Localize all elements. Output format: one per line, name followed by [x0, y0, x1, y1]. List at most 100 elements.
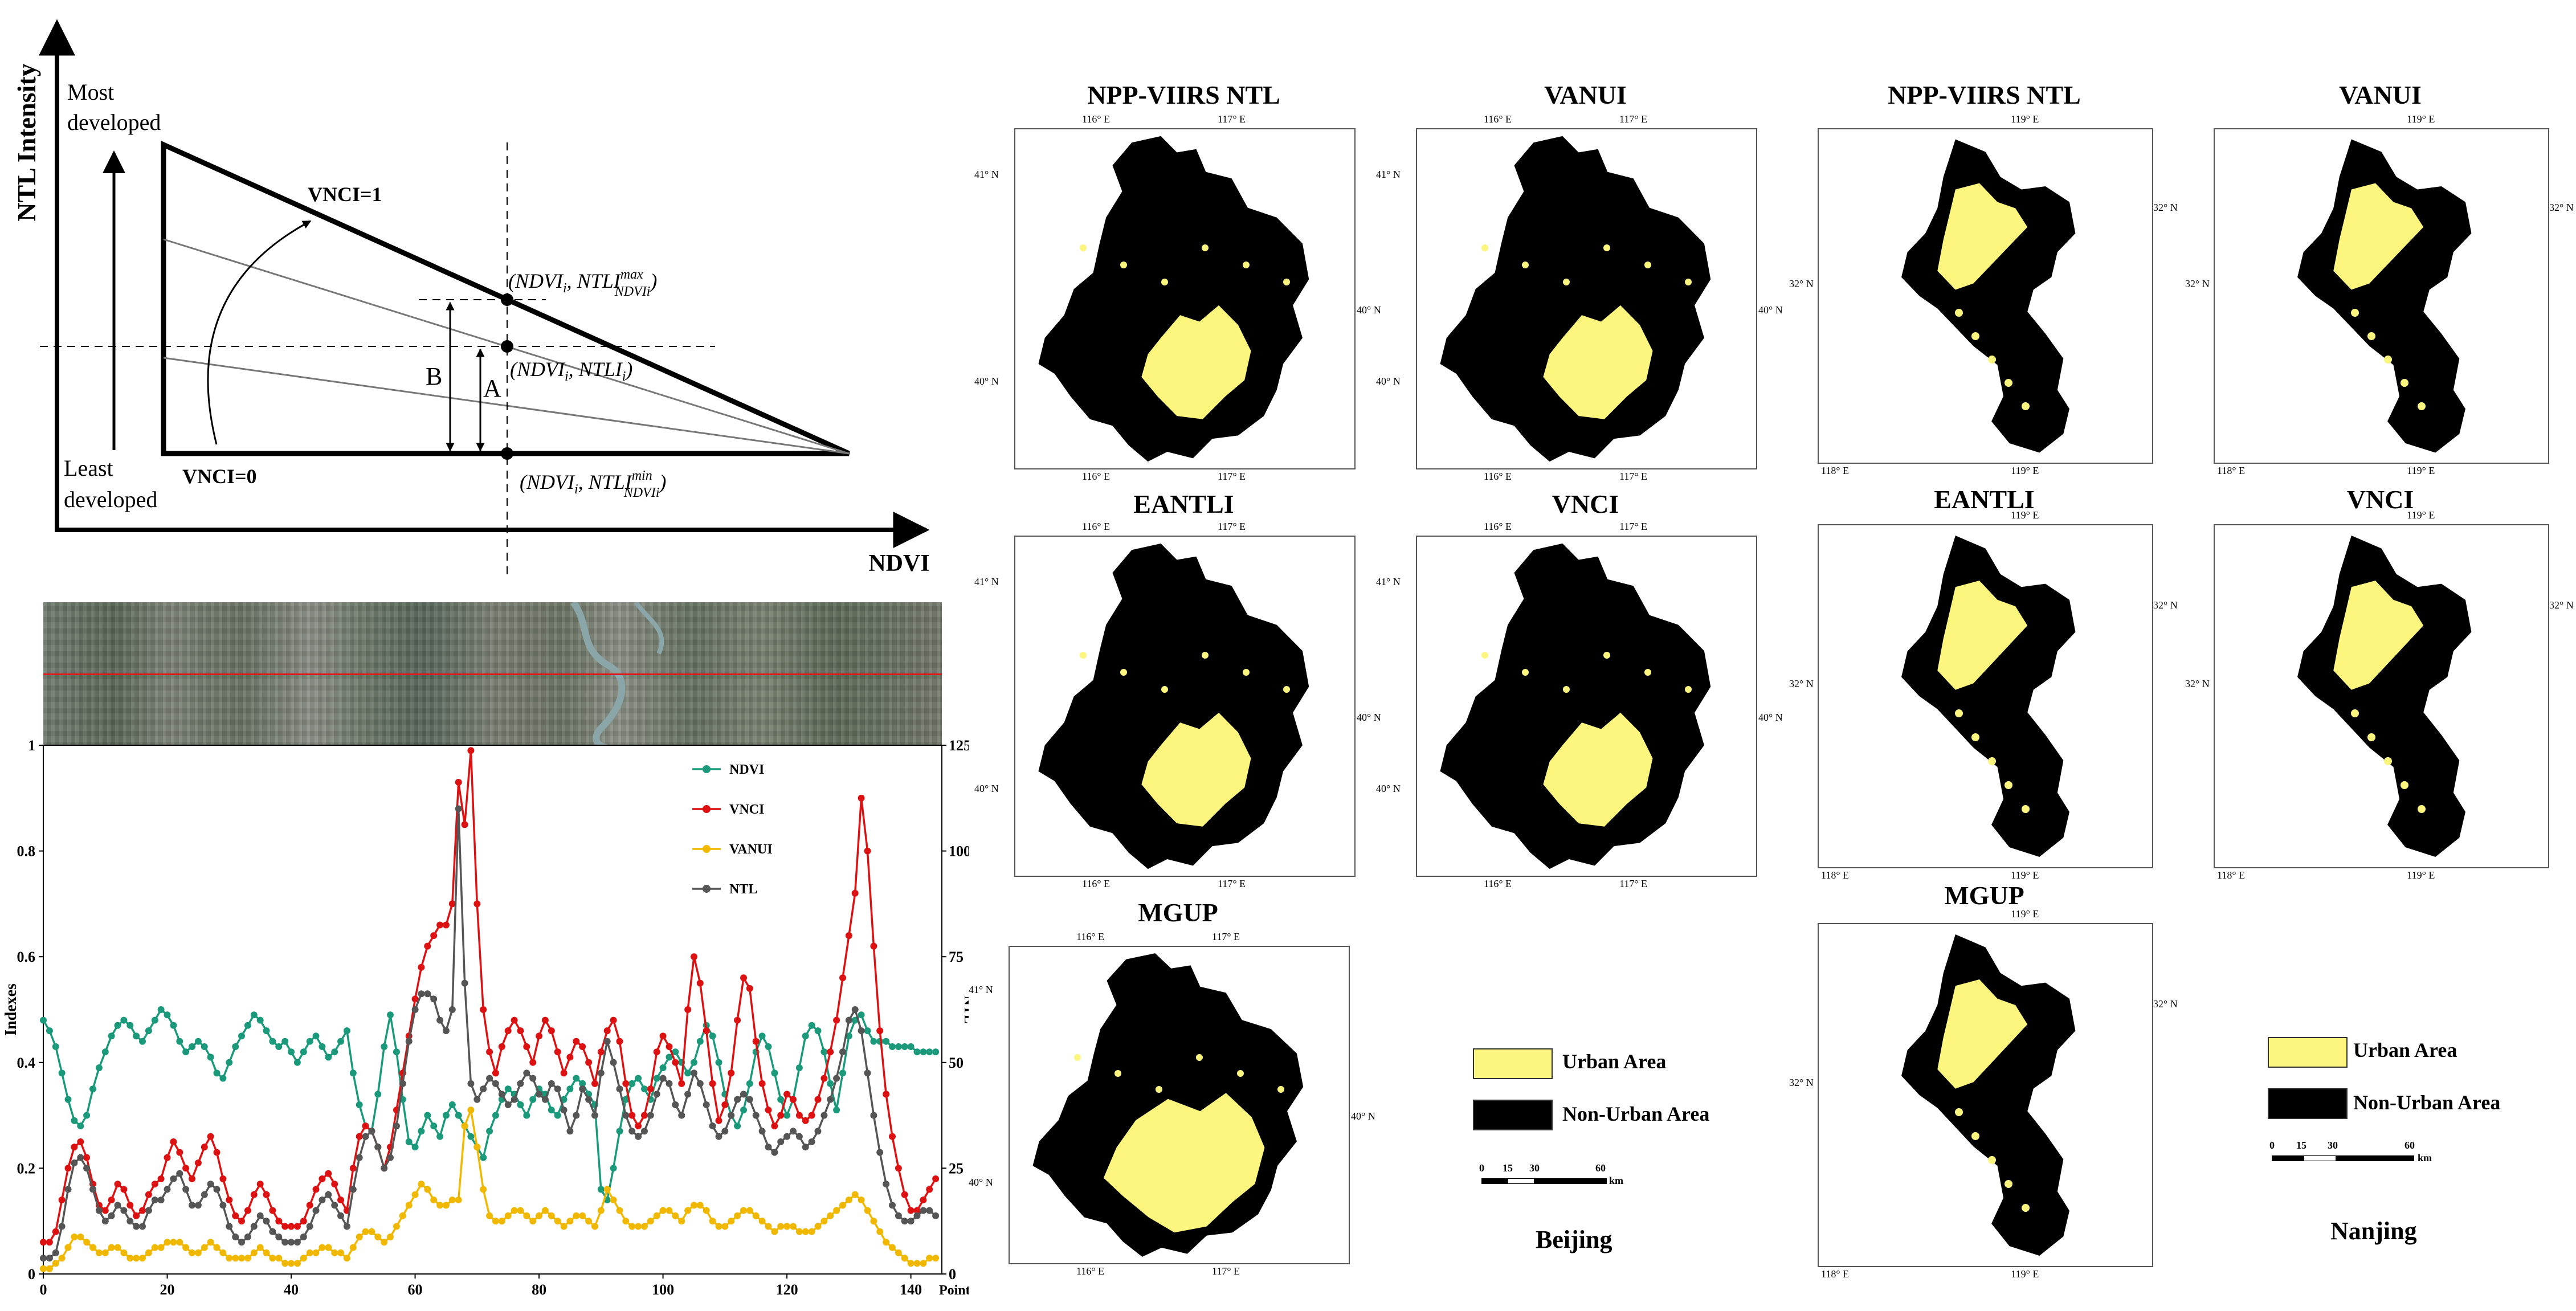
data-point-ntl	[795, 1133, 803, 1140]
y-tick-label: 0	[28, 1266, 35, 1283]
data-point-vnci	[288, 1223, 295, 1230]
map-tick-lon: 119° E	[2011, 1268, 2039, 1280]
data-point-vnci	[325, 1170, 332, 1177]
data-point-ndvi	[783, 1112, 791, 1119]
data-point-vanui	[579, 1212, 586, 1219]
data-point-ntl	[709, 1122, 716, 1130]
data-point-vanui	[603, 1186, 611, 1193]
data-point-vanui	[71, 1234, 78, 1240]
map-tick-lat: 40° N	[1758, 304, 1783, 316]
data-point-vnci	[548, 1027, 555, 1035]
data-point-vanui	[89, 1244, 96, 1251]
data-point-ndvi	[920, 1048, 927, 1056]
data-point-vnci	[827, 1048, 834, 1056]
data-point-ndvi	[411, 1143, 419, 1151]
point-min-label: (NDVIi, NTLImin NDVIi)	[520, 468, 666, 500]
data-point-ndvi	[319, 1043, 326, 1050]
data-point-ntl	[139, 1223, 146, 1230]
data-point-vanui	[864, 1207, 871, 1214]
data-point-vanui	[591, 1223, 598, 1230]
map-tick-lon: 119° E	[2407, 509, 2435, 521]
map-tick-lon: 116° E	[1484, 878, 1512, 889]
data-point-ntl	[151, 1196, 158, 1204]
data-point-ntl	[740, 1091, 747, 1098]
nanjing-map-shape	[1901, 934, 2076, 1256]
data-point-vnci	[795, 1112, 803, 1119]
data-point-vnci	[226, 1196, 233, 1204]
data-point-ndvi	[189, 1043, 195, 1050]
scale-unit: km	[2418, 1152, 2432, 1163]
point-min	[501, 447, 513, 460]
data-point-ndvi	[548, 1106, 555, 1114]
data-point-ntl	[536, 1091, 543, 1098]
data-point-vnci	[585, 1059, 593, 1066]
data-point-ndvi	[696, 1038, 704, 1045]
map-tick-lon: 119° E	[2011, 113, 2039, 125]
data-point-vnci	[480, 1006, 487, 1013]
data-point-ntl	[641, 1128, 648, 1135]
data-point-ntl	[306, 1223, 313, 1230]
data-point-vnci	[133, 1212, 140, 1219]
data-point-vnci	[40, 1239, 47, 1246]
data-point-vanui	[399, 1212, 406, 1219]
data-point-ntl	[926, 1207, 933, 1214]
legend-nonurban-label-nanjing: Non-Urban Area	[2353, 1091, 2501, 1114]
data-point-vanui	[461, 1122, 468, 1130]
data-point-ndvi	[870, 1038, 877, 1045]
data-point-vanui	[182, 1244, 190, 1251]
data-point-ndvi	[151, 1016, 158, 1024]
map-title-nanjing: EANTLI	[1934, 485, 2035, 514]
data-point-vnci	[641, 1112, 648, 1119]
map-tick-lat: 32° N	[2185, 278, 2210, 290]
data-point-vnci	[356, 1133, 363, 1140]
map-title-beijing: MGUP	[1138, 898, 1218, 927]
data-point-ntl	[511, 1096, 518, 1103]
data-point-ntl	[548, 1080, 555, 1087]
data-point-ndvi	[666, 1053, 673, 1061]
y-tick-label: 0.6	[17, 949, 36, 965]
data-point-vanui	[833, 1207, 840, 1214]
data-point-ntl	[176, 1170, 183, 1177]
data-point-ndvi	[226, 1059, 233, 1066]
map-tick-lon: 117° E	[1218, 878, 1246, 889]
data-point-vanui	[133, 1255, 140, 1262]
data-point-ntl	[647, 1112, 654, 1119]
data-point-ntl	[901, 1218, 908, 1225]
nanjing-map-shape	[1901, 139, 2076, 453]
data-point-vanui	[740, 1207, 747, 1214]
data-point-vanui	[808, 1228, 815, 1235]
data-point-ndvi	[740, 1106, 747, 1114]
data-point-ntl	[864, 1069, 871, 1077]
data-point-vnci	[541, 1016, 549, 1024]
data-point-vanui	[659, 1207, 667, 1214]
legend-label: NDVI	[729, 762, 764, 777]
data-point-ntl	[691, 1069, 697, 1077]
data-point-vnci	[71, 1143, 78, 1151]
data-point-ntl	[108, 1212, 115, 1219]
label-a: A	[483, 374, 501, 402]
data-point-vanui	[101, 1249, 109, 1256]
data-point-ntl	[170, 1175, 177, 1182]
map-tick-lon: 118° E	[2217, 465, 2246, 476]
data-point-vnci	[529, 1059, 537, 1066]
map-tick-lat: 41° N	[974, 169, 999, 181]
data-point-vnci	[920, 1196, 927, 1204]
data-point-ndvi	[263, 1027, 270, 1035]
data-point-vnci	[461, 821, 468, 828]
data-point-vanui	[814, 1223, 822, 1230]
data-point-ntl	[721, 1128, 729, 1135]
data-point-ndvi	[808, 1022, 815, 1029]
data-point-ndvi	[672, 1048, 679, 1056]
data-point-ntl	[448, 1006, 456, 1013]
data-point-ndvi	[418, 1128, 425, 1135]
data-point-vnci	[554, 1048, 561, 1056]
data-point-ndvi	[101, 1048, 109, 1056]
data-point-ntl	[312, 1207, 320, 1214]
map-panel-nanjing	[2214, 128, 2549, 464]
data-point-ntl	[381, 1165, 388, 1172]
data-point-ntl	[907, 1218, 915, 1225]
data-point-vanui	[541, 1207, 549, 1214]
y-tick-label: 0.8	[17, 843, 36, 860]
data-point-vanui	[672, 1212, 679, 1219]
data-point-vanui	[536, 1212, 543, 1219]
